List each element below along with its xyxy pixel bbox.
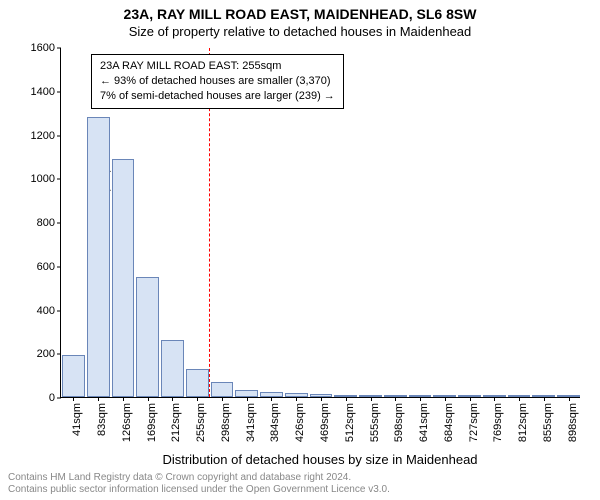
y-tick-mark <box>57 266 61 267</box>
x-tick-label: 855sqm <box>542 403 554 442</box>
x-tick-label: 126sqm <box>121 403 133 442</box>
x-tick-label: 83sqm <box>96 403 108 436</box>
x-tick-mark <box>346 397 347 401</box>
x-tick-label: 598sqm <box>393 403 405 442</box>
y-tick-mark <box>57 310 61 311</box>
x-tick-mark <box>371 397 372 401</box>
x-tick-mark <box>494 397 495 401</box>
histogram-bar <box>161 340 184 397</box>
x-tick-label: 41sqm <box>71 403 83 436</box>
x-tick-mark <box>470 397 471 401</box>
x-tick-label: 384sqm <box>269 403 281 442</box>
x-tick-mark <box>519 397 520 401</box>
y-tick-mark <box>57 179 61 180</box>
x-tick-mark <box>222 397 223 401</box>
y-tick-mark <box>57 48 61 49</box>
x-tick-label: 727sqm <box>468 403 480 442</box>
y-tick-mark <box>57 354 61 355</box>
histogram-bar <box>136 277 159 397</box>
annotation-line2: ← 93% of detached houses are smaller (3,… <box>100 74 335 89</box>
chart-container: 23A, RAY MILL ROAD EAST, MAIDENHEAD, SL6… <box>0 0 600 500</box>
x-tick-mark <box>148 397 149 401</box>
x-tick-mark <box>321 397 322 401</box>
x-tick-label: 255sqm <box>195 403 207 442</box>
x-tick-label: 812sqm <box>517 403 529 442</box>
x-tick-mark <box>247 397 248 401</box>
chart-title: 23A, RAY MILL ROAD EAST, MAIDENHEAD, SL6… <box>0 0 600 22</box>
y-tick-mark <box>57 135 61 136</box>
histogram-bar <box>62 355 85 397</box>
x-tick-mark <box>296 397 297 401</box>
x-tick-mark <box>98 397 99 401</box>
x-tick-label: 298sqm <box>220 403 232 442</box>
x-tick-label: 684sqm <box>443 403 455 442</box>
x-tick-label: 769sqm <box>492 403 504 442</box>
histogram-bar <box>211 382 234 397</box>
attribution-line2: Contains public sector information licen… <box>8 484 390 496</box>
y-tick-mark <box>57 398 61 399</box>
histogram-bar <box>186 369 209 397</box>
x-tick-label: 641sqm <box>418 403 430 442</box>
x-tick-mark <box>395 397 396 401</box>
x-tick-label: 169sqm <box>146 403 158 442</box>
x-tick-mark <box>420 397 421 401</box>
x-tick-mark <box>123 397 124 401</box>
x-tick-mark <box>544 397 545 401</box>
x-tick-mark <box>172 397 173 401</box>
histogram-bar <box>87 117 110 397</box>
plot-area: 0200400600800100012001400160041sqm83sqm1… <box>60 48 580 398</box>
x-tick-label: 212sqm <box>170 403 182 442</box>
y-tick-mark <box>57 223 61 224</box>
attribution-text: Contains HM Land Registry data © Crown c… <box>8 472 390 496</box>
histogram-bar <box>112 159 135 397</box>
x-tick-mark <box>73 397 74 401</box>
annotation-line3: 7% of semi-detached houses are larger (2… <box>100 89 335 104</box>
x-tick-label: 469sqm <box>319 403 331 442</box>
plot-area-wrap: 0200400600800100012001400160041sqm83sqm1… <box>60 48 580 398</box>
x-tick-label: 426sqm <box>294 403 306 442</box>
x-axis-label: Distribution of detached houses by size … <box>60 452 580 467</box>
y-tick-mark <box>57 91 61 92</box>
x-tick-label: 512sqm <box>344 403 356 442</box>
x-tick-mark <box>445 397 446 401</box>
annotation-box: 23A RAY MILL ROAD EAST: 255sqm← 93% of d… <box>91 54 344 109</box>
x-tick-mark <box>197 397 198 401</box>
annotation-line1: 23A RAY MILL ROAD EAST: 255sqm <box>100 59 335 74</box>
x-tick-mark <box>569 397 570 401</box>
x-tick-label: 555sqm <box>369 403 381 442</box>
chart-subtitle: Size of property relative to detached ho… <box>0 22 600 39</box>
x-tick-label: 341sqm <box>245 403 257 442</box>
x-tick-mark <box>271 397 272 401</box>
x-tick-label: 898sqm <box>567 403 579 442</box>
attribution-line1: Contains HM Land Registry data © Crown c… <box>8 472 390 484</box>
